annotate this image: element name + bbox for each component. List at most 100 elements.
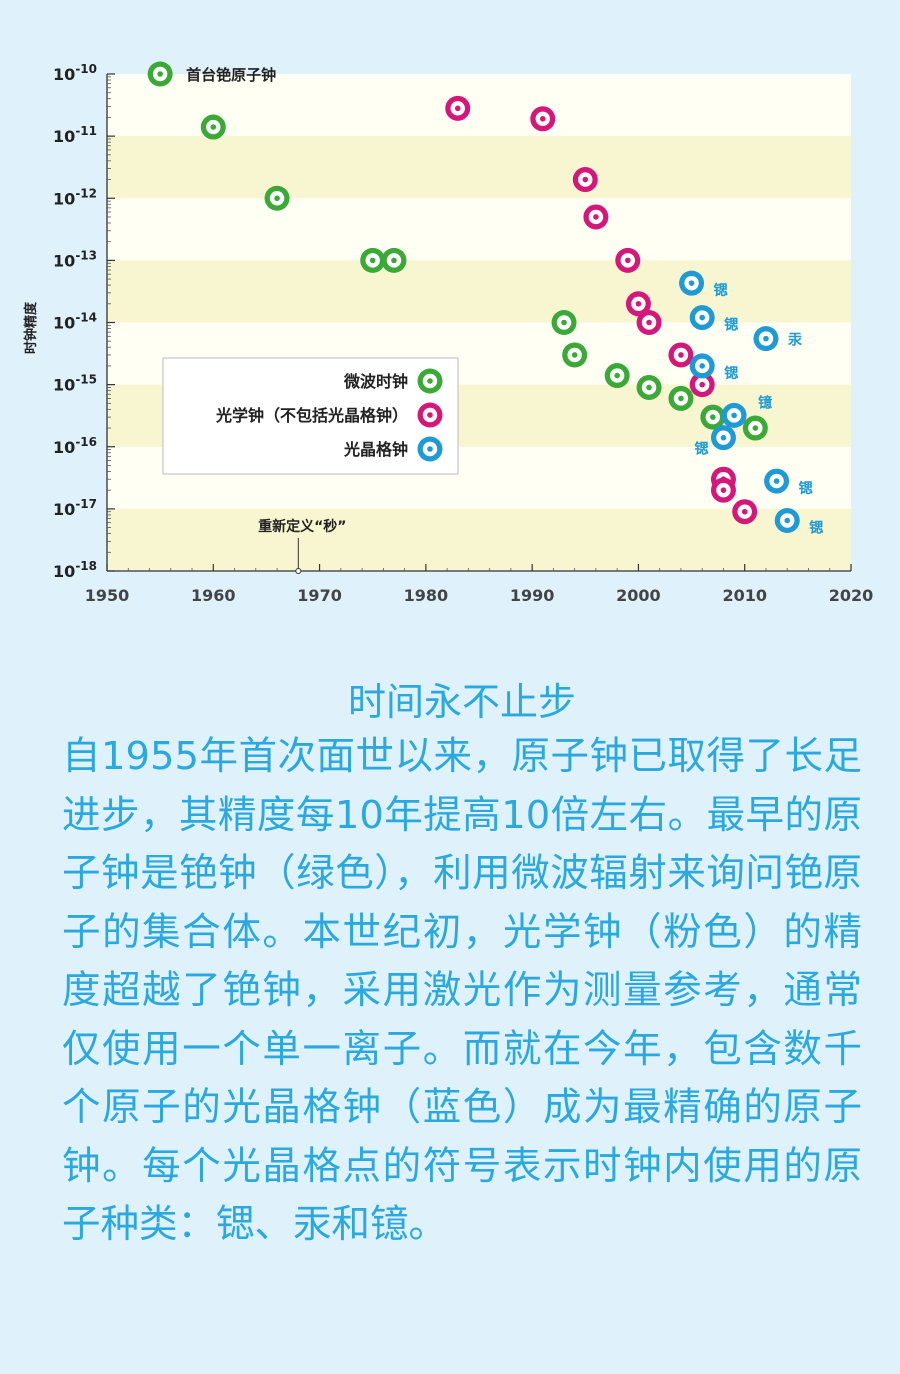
data-point [147, 61, 173, 87]
marker-dot [784, 517, 791, 524]
data-point [360, 247, 386, 273]
data-point [710, 477, 736, 503]
marker-dot [678, 352, 684, 358]
legend-marker [417, 368, 443, 394]
data-point [615, 247, 641, 273]
plot-band [107, 136, 851, 199]
point-label: 锶 [809, 519, 823, 536]
legend-label: 光晶格钟 [343, 440, 408, 459]
data-point [732, 499, 758, 525]
marker-dot [593, 214, 599, 220]
point-label: 镱 [758, 394, 772, 411]
plot-band [107, 74, 851, 137]
marker-dot [427, 446, 433, 452]
y-tick-label: 10-11 [53, 124, 97, 146]
y-tick-label: 10-15 [53, 373, 97, 395]
data-point [774, 507, 800, 533]
data-point [689, 353, 715, 379]
marker-dot [157, 71, 163, 77]
marker-dot [763, 335, 769, 342]
x-tick-labels: 1950 1960 1970 1980 1990 2000 2010 2020 [85, 586, 874, 605]
point-label: 锶 [694, 441, 708, 458]
marker-dot [391, 257, 397, 264]
clock-accuracy-chart: 10-10 10-11 10-12 10-13 10-14 10-15 10-16 10-17… [23, 61, 874, 605]
plot-band [107, 260, 851, 323]
data-point [200, 114, 226, 140]
marker-dot [454, 105, 461, 112]
data-point [636, 310, 662, 335]
x-tick-label: 1970 [297, 586, 342, 605]
data-point [710, 425, 736, 451]
x-tick-label: 1990 [510, 586, 555, 605]
data-point [381, 247, 407, 273]
marker-dot [741, 508, 748, 515]
marker-dot [635, 300, 642, 307]
y-tick-label: 10-10 [53, 62, 97, 84]
data-point [264, 185, 290, 211]
marker-dot [369, 257, 376, 264]
legend-label: 微波时钟 [343, 372, 408, 391]
data-point [721, 402, 747, 428]
point-label: 汞 [787, 333, 803, 349]
marker-dot [646, 319, 652, 326]
annotation-text: 重新定义“秒” [258, 518, 346, 535]
marker-dot [731, 412, 737, 419]
marker-dot [773, 478, 780, 484]
data-point [700, 404, 726, 430]
marker-dot [710, 414, 716, 420]
data-point [679, 270, 705, 296]
marker-dot [752, 425, 759, 431]
marker-dot [646, 384, 652, 391]
legend-label: 光学钟（不包括光晶格钟） [215, 406, 408, 425]
marker-dot [539, 116, 546, 122]
marker-dot [678, 395, 684, 402]
y-tick-labels: 10-10 10-11 10-12 10-13 10-14 10-15 10-16 10-17… [53, 62, 97, 581]
point-label: 锶 [799, 480, 813, 497]
marker-dot [720, 487, 727, 493]
y-tick-label: 10-13 [53, 248, 97, 270]
data-point [764, 468, 790, 494]
marker-dot [561, 319, 567, 326]
data-point [530, 106, 556, 132]
x-tick-label: 1950 [85, 586, 130, 605]
data-point [636, 374, 662, 400]
marker-dot [699, 381, 705, 388]
y-tick-label: 10-18 [53, 559, 97, 581]
marker-dot [427, 412, 433, 418]
redefine-second-annotation: 重新定义“秒” [258, 518, 347, 574]
point-label: 锶 [724, 365, 738, 382]
marker-dot [582, 176, 589, 183]
x-tick-label: 2020 [829, 586, 874, 605]
y-tick-label: 10-14 [53, 311, 97, 333]
marker-dot [625, 257, 631, 264]
plot-band [107, 198, 851, 261]
data-point [742, 415, 768, 441]
y-tick-label: 10-12 [53, 186, 97, 208]
data-point [625, 291, 651, 317]
data-point [572, 167, 598, 193]
data-point [689, 372, 715, 398]
data-point [689, 305, 715, 331]
caption-title: 时间永不止步 [347, 680, 576, 724]
data-point [445, 95, 471, 121]
marker-dot [210, 124, 217, 130]
legend-marker [417, 402, 443, 428]
point-label: 锶 [724, 317, 738, 334]
plot-background-bands [107, 74, 851, 571]
data-point [583, 204, 609, 230]
data-point [668, 385, 694, 411]
data-point [551, 310, 577, 335]
axes [106, 73, 852, 572]
marker-dot [699, 314, 705, 321]
point-label: 首台铯原子钟 [186, 66, 276, 84]
y-tick-label: 10-17 [53, 497, 97, 519]
legend-marker [417, 436, 443, 462]
marker-dot [571, 352, 578, 358]
caption-body: 自1955年首次面世以来，原子钟已取得了长足进步，其精度每10年提高10倍左右。… [62, 734, 862, 1247]
x-tick-label: 2010 [722, 586, 767, 605]
data-point [562, 342, 588, 368]
x-tick-label: 1980 [404, 586, 449, 605]
y-axis-label: 时钟精度 [23, 301, 39, 354]
